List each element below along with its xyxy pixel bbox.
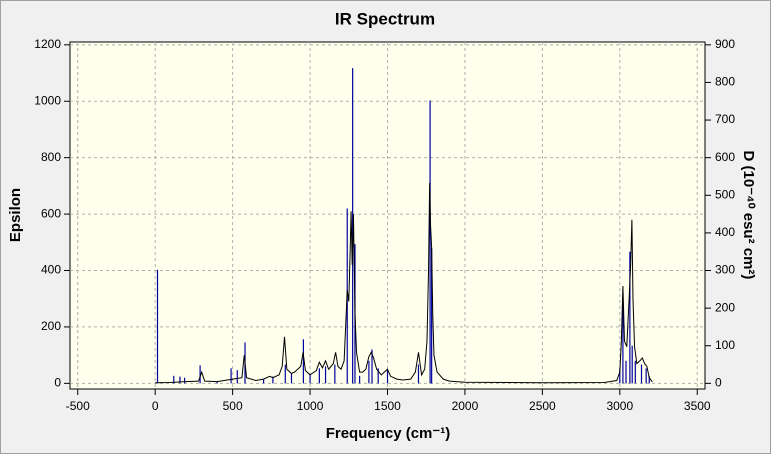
- y2-tick-label: 200: [715, 300, 735, 314]
- y2-tick-label: 700: [715, 112, 735, 126]
- y-tick-label: 1000: [34, 93, 61, 107]
- x-tick-label: 0: [152, 399, 159, 413]
- y2-tick-label: 800: [715, 75, 735, 89]
- x-tick-label: -500: [66, 399, 90, 413]
- spectrum-line: [155, 183, 653, 384]
- chart-title: IR Spectrum: [335, 9, 435, 28]
- y-tick-label: 1200: [34, 37, 61, 51]
- x-tick-label: 3000: [606, 399, 633, 413]
- y-tick-label: 600: [41, 206, 61, 220]
- y-tick-label: 800: [41, 150, 61, 164]
- y-tick-label: 200: [41, 319, 61, 333]
- x-tick-label: 2500: [529, 399, 556, 413]
- x-tick-label: 1500: [374, 399, 401, 413]
- y2-tick-label: 100: [715, 338, 735, 352]
- x-tick-label: 2000: [452, 399, 479, 413]
- y-tick-label: 400: [41, 263, 61, 277]
- y2-tick-label: 300: [715, 263, 735, 277]
- y2-tick-label: 0: [715, 376, 722, 390]
- y-tick-label: 0: [54, 376, 61, 390]
- y-axis-label: Epsilon: [7, 188, 24, 242]
- x-tick-label: 3500: [684, 399, 711, 413]
- y2-tick-label: 400: [715, 225, 735, 239]
- y2-tick-label: 500: [715, 187, 735, 201]
- y2-axis-label: D (10⁻⁴⁰ esu² cm²): [740, 151, 757, 280]
- y2-tick-label: 900: [715, 37, 735, 51]
- x-tick-label: 1000: [297, 399, 324, 413]
- x-tick-label: 500: [223, 399, 243, 413]
- x-axis-label: Frequency (cm⁻¹): [326, 425, 451, 442]
- y2-tick-label: 600: [715, 150, 735, 164]
